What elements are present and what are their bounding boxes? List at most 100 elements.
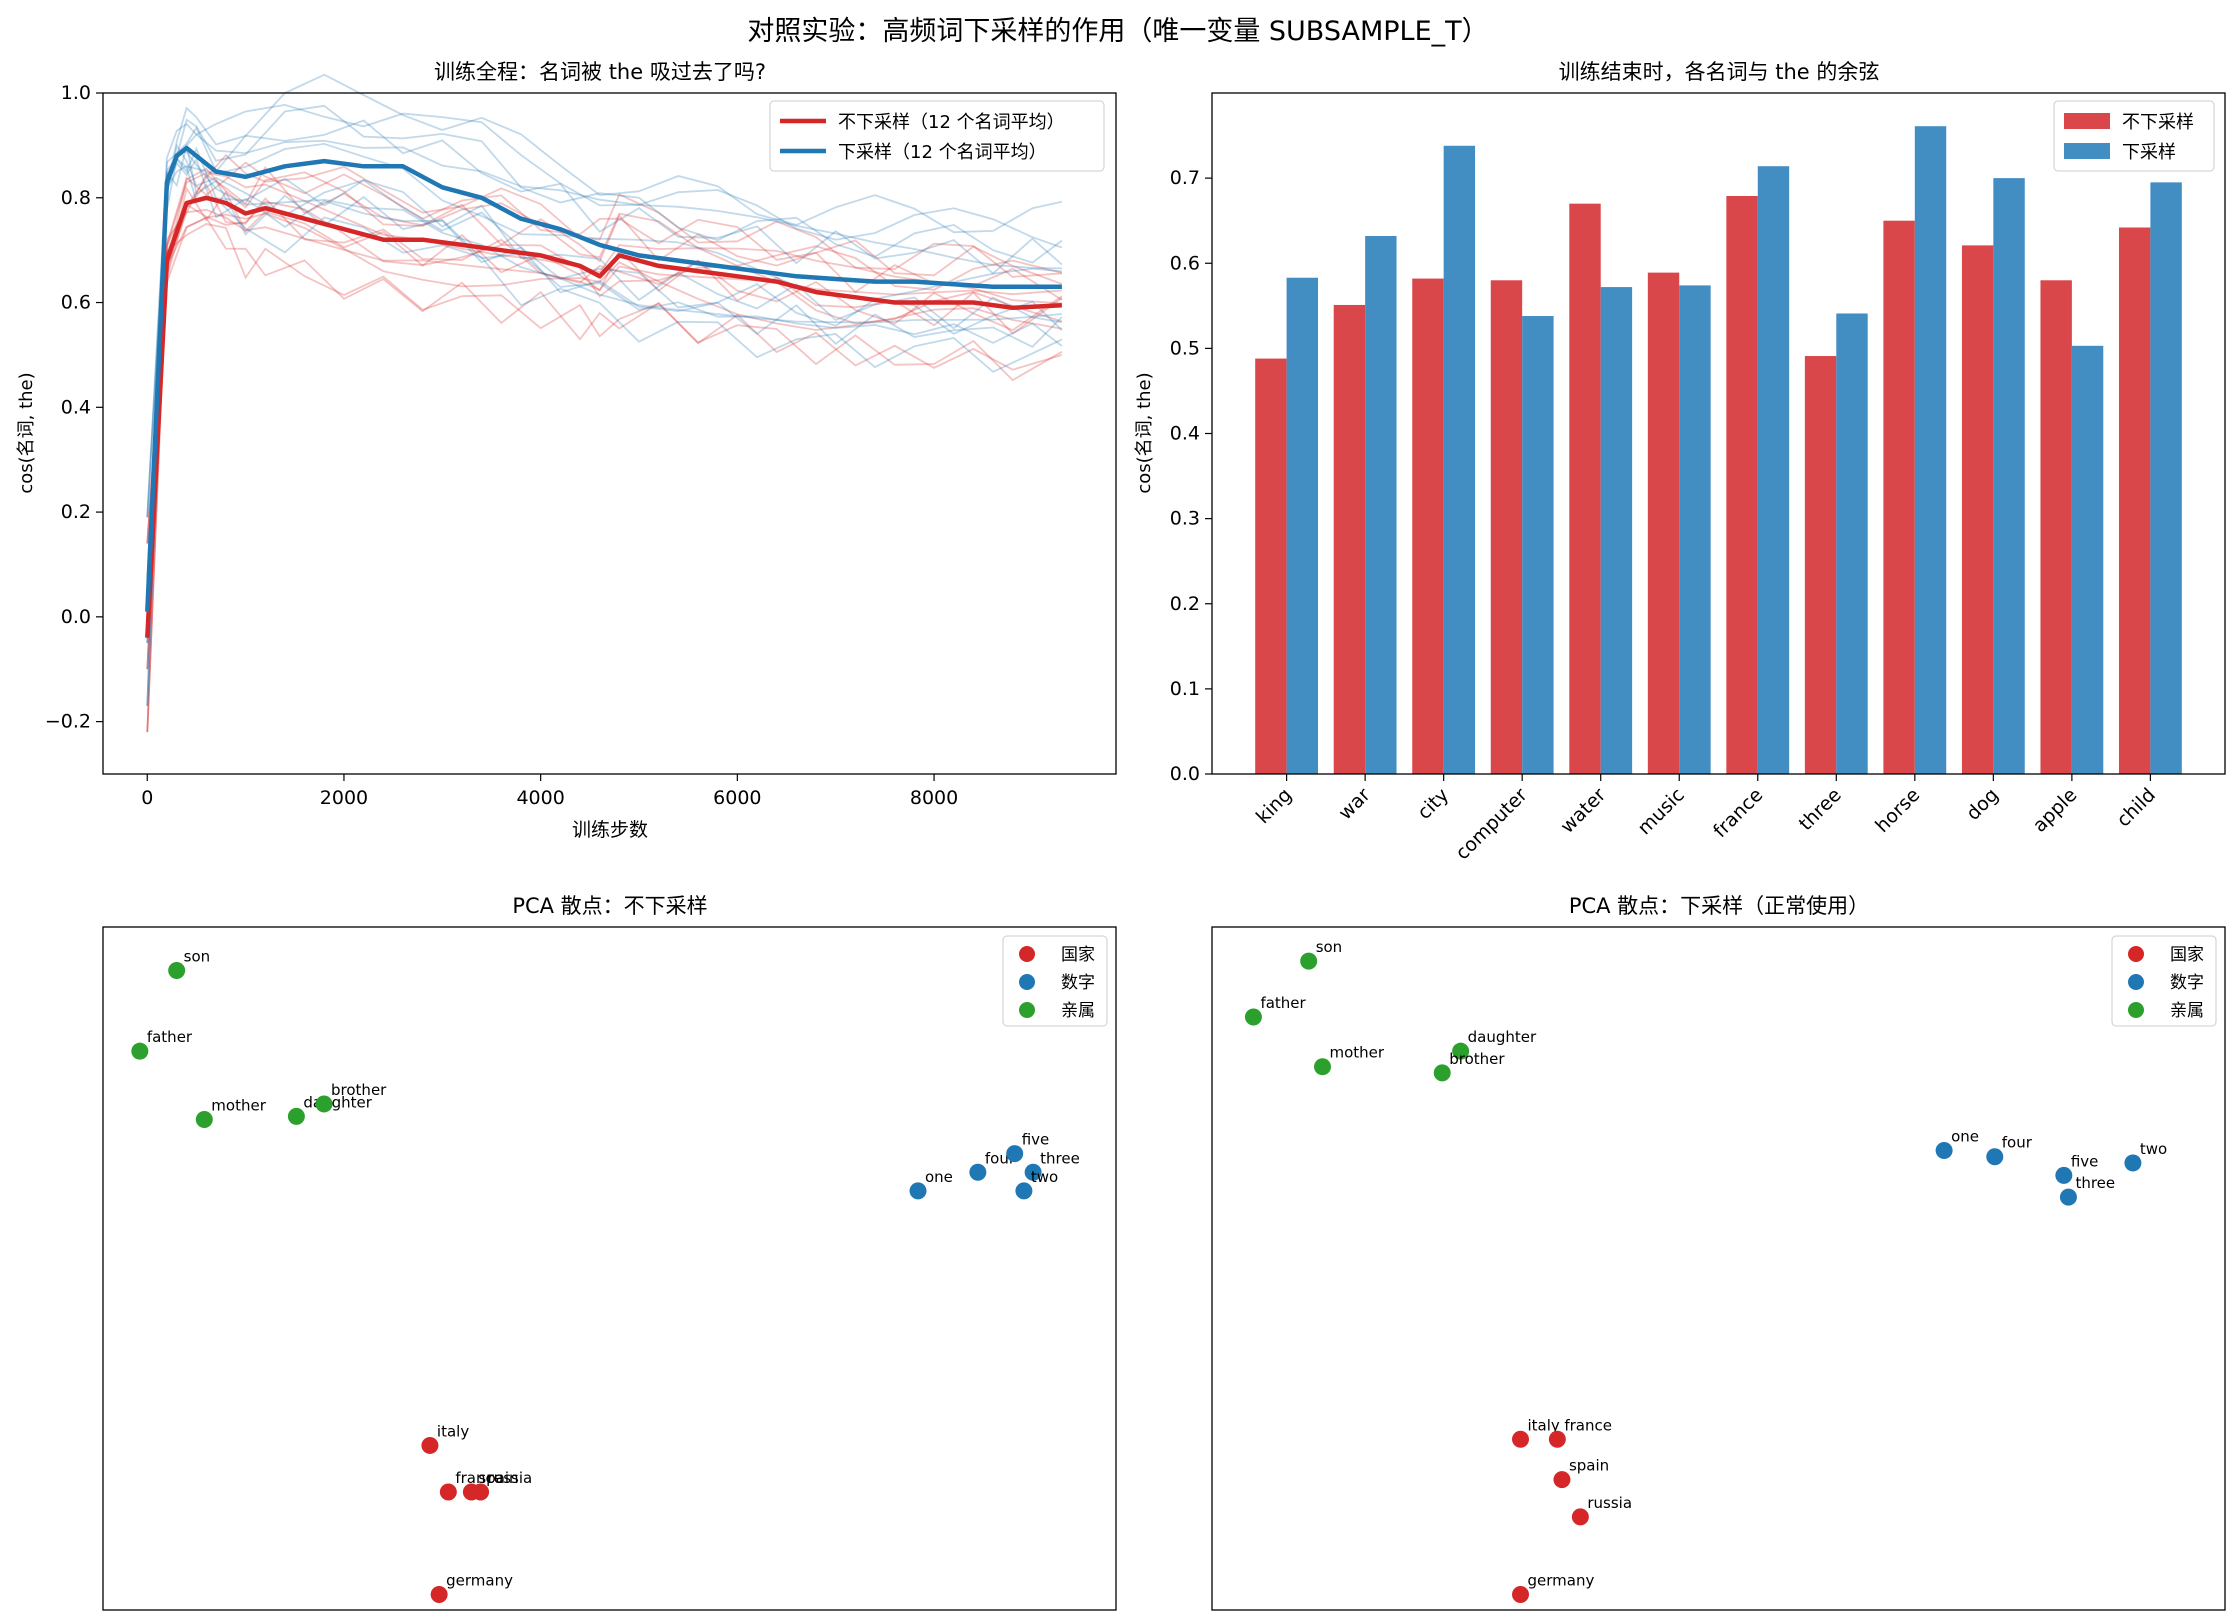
legend-label-no-subsample: 不下采样（12 个名词平均） <box>838 112 1065 133</box>
scatter-label-five: five <box>2071 1152 2099 1170</box>
y-tick-label: 0.6 <box>61 292 91 314</box>
legend-dot-number <box>1019 974 1035 990</box>
scatter-point-germany <box>430 1585 448 1603</box>
scatter-point-two <box>2124 1154 2142 1172</box>
scatter-point-daughter <box>1452 1042 1470 1060</box>
pca-subsample-title: PCA 散点：下采样（正常使用） <box>1569 894 1869 918</box>
legend-label-kin: 亲属 <box>1061 1001 1095 1021</box>
mean-line-subsample <box>145 145 1062 612</box>
legend-swatch-bar-subsample <box>2064 143 2110 159</box>
scatter-point-russia <box>1571 1508 1589 1526</box>
legend-label-bar-subsample: 下采样 <box>2122 142 2176 163</box>
faint-noun-line <box>146 167 1063 733</box>
legend-label-number: 数字 <box>1061 973 1095 993</box>
y-tick-label: 0.7 <box>1170 167 1200 189</box>
legend-label-bar-no-subsample: 不下采样 <box>2122 112 2194 133</box>
scatter-point-brother <box>1433 1064 1451 1082</box>
bar-subsample <box>1993 178 2025 774</box>
bar-subsample <box>1522 316 1554 774</box>
scatter-point-father <box>131 1042 149 1060</box>
bar-no-subsample <box>1490 280 1523 774</box>
faint-noun-line <box>146 216 1063 544</box>
scatter-point-two <box>1015 1182 1033 1200</box>
line-chart-panel: 训练全程：名词被 the 吸过去了吗? 0 2000 4000 6000 8000 −0… <box>16 60 1117 841</box>
faint-noun-line <box>146 104 1063 581</box>
y-tick-label: 0.0 <box>61 606 91 628</box>
scatter-point-daughter <box>287 1107 305 1125</box>
y-tick-label: 1.0 <box>61 82 91 104</box>
faint-noun-line <box>146 212 1063 670</box>
legend-dot-number <box>2128 974 2144 990</box>
scatter-point-one <box>1935 1142 1953 1160</box>
bar-chart-title: 训练结束时，各名词与 the 的余弦 <box>1559 60 1880 84</box>
x-tick-label: 8000 <box>910 787 958 809</box>
y-tick-label: 0.0 <box>1170 763 1200 785</box>
bar-no-subsample <box>1412 278 1444 774</box>
bar-no-subsample <box>1883 220 1915 774</box>
faint-noun-line <box>146 208 1062 670</box>
scatter-label-son: son <box>184 947 211 965</box>
scatter-label-italy: italy <box>1528 1416 1560 1434</box>
scatter-point-four <box>969 1163 987 1181</box>
scatter-point-france <box>439 1483 457 1501</box>
legend-label-country: 国家 <box>1061 945 1095 965</box>
faint-noun-line <box>146 161 1063 733</box>
scatter-point-one <box>909 1182 927 1200</box>
bar-subsample <box>1679 285 1711 774</box>
pca-subsample-frame <box>1211 926 2226 1611</box>
scatter-point-five <box>2055 1166 2073 1184</box>
pca-subsample-panel: PCA 散点：下采样（正常使用） son father daughter mother… <box>1211 894 2226 1611</box>
bar-subsample <box>1600 287 1633 774</box>
scatter-label-son: son <box>1316 938 1343 956</box>
scatter-point-france <box>1548 1430 1566 1448</box>
scatter-label-father: father <box>147 1028 193 1046</box>
bar-no-subsample <box>1569 203 1601 775</box>
bar-no-subsample <box>1647 272 1680 774</box>
scatter-point-five <box>1006 1145 1024 1163</box>
scatter-point-russia <box>472 1483 490 1501</box>
legend-swatch-bar-no-subsample <box>2064 113 2110 129</box>
pca-subsample-legend: 国家 数字 亲属 <box>2111 935 2217 1027</box>
bar-no-subsample <box>1726 196 1758 775</box>
scatter-point-son <box>1300 952 1318 970</box>
line-chart-ylabel: cos(名词, the) <box>16 372 37 493</box>
y-tick-label: 0.4 <box>61 396 91 418</box>
scatter-point-son <box>168 961 186 979</box>
legend-dot-kin <box>2128 1002 2144 1018</box>
scatter-label-france: france <box>1564 1416 1612 1434</box>
scatter-label-two: two <box>2140 1140 2167 1158</box>
y-tick-label: 0.1 <box>1170 678 1200 700</box>
scatter-point-germany <box>1512 1585 1530 1603</box>
scatter-label-germany: germany <box>1528 1571 1595 1589</box>
faint-noun-line <box>146 73 1063 706</box>
scatter-point-brother <box>315 1095 333 1113</box>
y-tick-label: 0.2 <box>1170 593 1200 615</box>
scatter-label-russia: russia <box>1587 1494 1632 1512</box>
scatter-point-three <box>1024 1163 1042 1181</box>
legend-label-number: 数字 <box>2170 973 2204 993</box>
line-chart-x-ticks: 0 2000 4000 6000 8000 <box>141 774 958 809</box>
legend-dot-country <box>2128 946 2144 962</box>
line-chart-frame <box>102 92 1117 775</box>
bar-chart-y-ticks: 0.0 0.1 0.2 0.3 0.4 0.5 0.6 0.7 <box>1170 167 1212 785</box>
pca-no-subsample-legend: 国家 数字 亲属 <box>1002 935 1108 1027</box>
bar-subsample <box>1836 313 1868 774</box>
bar-no-subsample <box>1255 358 1287 774</box>
faint-noun-line <box>146 103 1063 581</box>
bar-no-subsample <box>1804 356 1837 774</box>
line-chart-y-ticks: −0.2 0.0 0.2 0.4 0.6 0.8 1.0 <box>45 82 103 733</box>
pca-subsample-points: son father daughter mother brother one four two… <box>1244 938 2167 1603</box>
faint-noun-line <box>146 145 1063 518</box>
faint-noun-line <box>146 153 1062 607</box>
line-chart-xlabel: 训练步数 <box>572 819 648 841</box>
scatter-label-daughter: daughter <box>1468 1028 1537 1046</box>
faint-noun-line <box>146 150 1062 644</box>
legend-dot-country <box>1019 946 1035 962</box>
bar-subsample <box>1757 166 1790 774</box>
scatter-label-mother: mother <box>211 1096 266 1114</box>
x-tick-label: 2000 <box>320 787 368 809</box>
legend-label-subsample: 下采样（12 个名词平均） <box>838 142 1047 163</box>
